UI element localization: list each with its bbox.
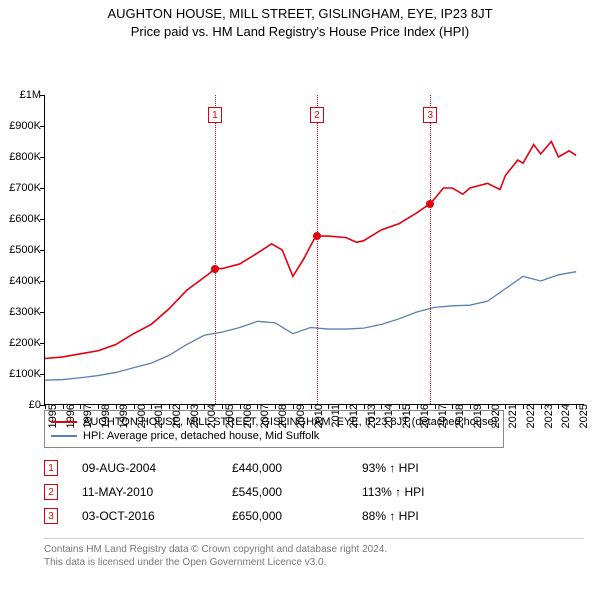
legend-box: AUGHTON HOUSE, MILL STREET, GISLINGHAM, …	[44, 410, 504, 448]
x-axis-tick	[435, 404, 436, 409]
legend-swatch	[51, 421, 77, 423]
x-axis-tick	[523, 404, 524, 409]
x-axis-tick	[63, 404, 64, 409]
y-axis-tick	[40, 281, 45, 282]
sale-record-index: 1	[44, 460, 58, 476]
x-axis-tick	[381, 404, 382, 409]
footnote: Contains HM Land Registry data © Crown c…	[44, 538, 584, 569]
y-axis-tick	[40, 219, 45, 220]
y-axis-tick	[40, 95, 45, 96]
sale-record-row: 3 03-OCT-2016£650,00088% ↑ HPI	[44, 504, 424, 528]
sale-record-price: £440,000	[232, 461, 362, 475]
sale-marker-line	[317, 95, 318, 404]
sale-marker-box: 2	[310, 107, 324, 123]
x-axis-tick	[311, 404, 312, 409]
sale-marker-line	[215, 95, 216, 404]
sale-record-index: 2	[44, 484, 58, 500]
x-axis-tick	[98, 404, 99, 409]
chart-subtitle: Price paid vs. HM Land Registry's House …	[0, 21, 600, 45]
series-hpi	[45, 272, 576, 381]
x-axis-tick	[399, 404, 400, 409]
sale-record-pct: 93% ↑ HPI	[362, 461, 419, 475]
sale-record-pct: 113% ↑ HPI	[362, 485, 424, 499]
x-axis-tick	[576, 404, 577, 409]
x-axis-tick	[364, 404, 365, 409]
plot-area: £0£100K£200K£300K£400K£500K£600K£700K£80…	[44, 95, 584, 405]
legend-label: AUGHTON HOUSE, MILL STREET, GISLINGHAM, …	[83, 416, 497, 428]
y-axis-tick	[40, 312, 45, 313]
x-axis-tick	[240, 404, 241, 409]
legend-row: AUGHTON HOUSE, MILL STREET, GISLINGHAM, …	[51, 415, 497, 429]
legend-label: HPI: Average price, detached house, Mid …	[83, 430, 319, 442]
x-axis-tick	[116, 404, 117, 409]
x-axis-tick	[204, 404, 205, 409]
sale-marker-dot	[426, 200, 434, 208]
y-axis-tick	[40, 374, 45, 375]
sale-marker-box: 3	[423, 107, 437, 123]
x-axis-label: 2024	[554, 404, 572, 428]
x-axis-tick	[541, 404, 542, 409]
y-axis-tick	[40, 343, 45, 344]
legend-row: HPI: Average price, detached house, Mid …	[51, 429, 497, 443]
sale-record-price: £650,000	[232, 509, 362, 523]
chart-lines	[45, 95, 585, 405]
sale-marker-dot	[211, 265, 219, 273]
x-axis-tick	[169, 404, 170, 409]
x-axis-tick	[134, 404, 135, 409]
sale-record-pct: 88% ↑ HPI	[362, 509, 419, 523]
x-axis-tick	[470, 404, 471, 409]
footnote-line2: This data is licensed under the Open Gov…	[44, 556, 584, 569]
x-axis-tick	[45, 404, 46, 409]
y-axis-tick	[40, 188, 45, 189]
x-axis-tick	[346, 404, 347, 409]
x-axis-tick	[558, 404, 559, 409]
sale-record-price: £545,000	[232, 485, 362, 499]
y-axis-tick	[40, 250, 45, 251]
x-axis-tick	[293, 404, 294, 409]
sale-record-row: 1 09-AUG-2004£440,00093% ↑ HPI	[44, 456, 424, 480]
x-axis-tick	[257, 404, 258, 409]
x-axis-tick	[275, 404, 276, 409]
sale-record-index: 3	[44, 508, 58, 524]
x-axis-label: 2025	[572, 404, 590, 428]
legend-swatch	[51, 435, 77, 437]
x-axis-tick	[505, 404, 506, 409]
sale-record-date: 03-OCT-2016	[82, 509, 232, 523]
sale-marker-dot	[313, 232, 321, 240]
sale-marker-line	[430, 95, 431, 404]
sales-table: 1 09-AUG-2004£440,00093% ↑ HPI 2 11-MAY-201…	[44, 456, 424, 528]
x-axis-tick	[328, 404, 329, 409]
x-axis-tick	[151, 404, 152, 409]
sale-record-row: 2 11-MAY-2010£545,000113% ↑ HPI	[44, 480, 424, 504]
x-axis-tick	[417, 404, 418, 409]
footnote-line1: Contains HM Land Registry data © Crown c…	[44, 543, 584, 556]
y-axis-tick	[40, 126, 45, 127]
chart-title: AUGHTON HOUSE, MILL STREET, GISLINGHAM, …	[0, 0, 600, 21]
x-axis-tick	[488, 404, 489, 409]
x-axis-tick	[222, 404, 223, 409]
x-axis-tick	[452, 404, 453, 409]
sale-marker-box: 1	[208, 107, 222, 123]
x-axis-label: 2023	[537, 404, 555, 428]
series-price_paid	[45, 142, 576, 359]
x-axis-tick	[80, 404, 81, 409]
sale-record-date: 11-MAY-2010	[82, 485, 232, 499]
sale-record-date: 09-AUG-2004	[82, 461, 232, 475]
x-axis-label: 2022	[519, 404, 537, 428]
x-axis-tick	[187, 404, 188, 409]
y-axis-tick	[40, 157, 45, 158]
